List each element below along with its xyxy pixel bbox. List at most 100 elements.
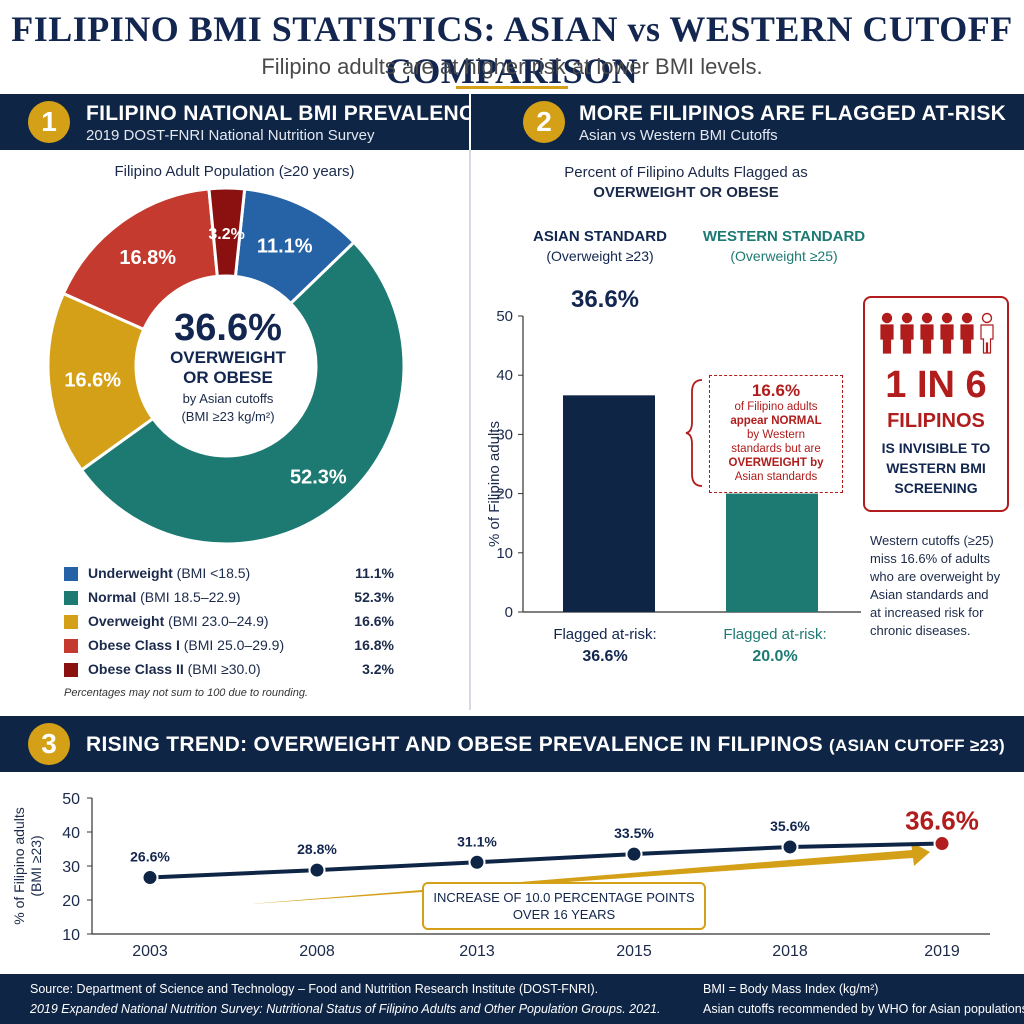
legend-name: Obese Class I [88,637,180,653]
line-x-tick-label: 2018 [772,943,808,960]
bar-y-axis-label: % of Filipino adults [486,421,503,547]
callout-filipinos: FILIPINOS [887,410,985,432]
bar-y-tick-label: 30 [496,426,513,443]
one-in-six-callout: 1 IN 6 FILIPINOS IS INVISIBLE TO WESTERN… [863,296,1009,512]
bar-y-tick-label: 20 [496,486,513,503]
side-note-5: at increased risk for [870,605,984,620]
gap-line-4: standards but are [731,443,821,455]
western-flagged-label: Flagged at-risk: [723,626,827,643]
trend-annotation-1: INCREASE OF 10.0 PERCENTAGE POINTS [433,890,695,905]
legend-item-normal: Normal (BMI 18.5–22.9) 52.3% [64,588,394,608]
donut-label: 16.6% [64,370,121,392]
asian-standard-label: ASIAN STANDARD [533,228,667,245]
legend-value: 3.2% [362,661,394,677]
legend-name: Underweight [88,565,173,581]
gap-brace [685,379,703,487]
trend-value-label: 35.6% [770,818,810,834]
footer-bar: Source: Department of Science and Techno… [0,974,1024,1024]
person-icon [880,312,894,354]
line-y-tick-label: 30 [62,859,80,876]
bar-y-tick-label: 10 [496,545,513,562]
gap-line-2: appear NORMAL [730,415,822,427]
line-y-tick-label: 50 [62,791,80,808]
footer-source-2: 2019 Expanded National Nutrition Survey:… [30,1002,661,1016]
donut-center-label-2: OR OBESE [183,368,273,387]
asian-standard-sub: (Overweight ≥23) [546,248,654,264]
trend-value-label: 36.6% [905,806,979,836]
bar-y-tick-label: 50 [496,308,513,325]
bar-y-tick-label: 0 [505,604,513,621]
callout-line-1: IS INVISIBLE TO [881,440,991,456]
line-x-tick-label: 2013 [459,943,495,960]
asian-flagged-value: 36.6% [582,648,628,665]
trend-point [933,835,951,853]
donut-label: 16.8% [119,247,176,269]
bar-chart-title-2: OVERWEIGHT OR OBESE [593,184,779,201]
legend-item-overweight: Overweight (BMI 23.0–24.9) 16.6% [64,612,394,632]
asian-standard-bar [563,395,655,612]
callout-big-text: 1 IN 6 [885,364,987,406]
legend-item-obese-class-2: Obese Class II (BMI ≥30.0) 3.2% [64,660,394,680]
trend-value-label: 26.6% [130,849,170,865]
donut-label: 52.3% [290,466,347,488]
bar-chart-title-1: Percent of Filipino Adults Flagged as [564,164,808,181]
legend-item-underweight: Underweight (BMI <18.5) 11.1% [64,564,394,584]
legend-swatch [64,591,78,605]
western-standard-sub: (Overweight ≥25) [730,248,838,264]
gap-value: 16.6% [751,381,801,400]
footer-note-2: Asian cutoffs recommended by WHO for Asi… [703,1002,1024,1016]
trend-annotation: INCREASE OF 10.0 PERCENTAGE POINTS OVER … [422,882,706,930]
section-3-title-main: RISING TREND: OVERWEIGHT AND OBESE PREVA… [86,733,823,756]
legend-range: (BMI 18.5–22.9) [140,589,241,605]
line-y-tick-label: 20 [62,893,80,910]
section-1-subtitle: 2019 DOST-FNRI National Nutrition Survey [86,127,375,144]
side-note-4: Asian standards and [870,587,989,602]
section-2-subtitle: Asian vs Western BMI Cutoffs [579,127,778,144]
section-divider [469,150,471,710]
legend-range: (BMI 23.0–24.9) [168,613,269,629]
side-note-2: miss 16.6% of adults [870,551,990,566]
section-3-badge: 3 [28,723,70,765]
legend-swatch [64,615,78,629]
person-icon [980,312,994,354]
western-standard-label: WESTERN STANDARD [702,228,866,245]
page-title: FILIPINO BMI STATISTICS: ASIAN vs WESTER… [11,9,1013,91]
line-x-tick-label: 2003 [132,943,168,960]
gap-line-1: of Filipino adults [734,401,818,413]
trend-point [625,845,643,863]
section-2-badge: 2 [523,101,565,143]
legend-name: Obese Class II [88,661,184,677]
legend-value: 16.6% [354,613,394,629]
bar-chart: 0 10 20 30 40 50 % of Filipino adults [486,308,861,621]
section-3-title: RISING TREND: OVERWEIGHT AND OBESE PREVA… [86,733,1005,757]
legend-item-obese-class-1: Obese Class I (BMI 25.0–29.9) 16.8% [64,636,394,656]
side-note-3: who are overweight by [870,569,1001,584]
donut-label: 3.2% [208,226,244,243]
asian-flagged-label: Flagged at-risk: [553,626,657,643]
line-y-axis-label: % of Filipino adults(BMI ≥23) [11,807,44,925]
callout-line-2: WESTERN BMI [886,460,986,476]
people-icons [880,312,994,354]
legend-value: 52.3% [354,589,394,605]
trend-point [781,838,799,856]
section-3-header: 3 RISING TREND: OVERWEIGHT AND OBESE PRE… [0,716,1024,772]
side-note-6: chronic diseases. [870,623,971,638]
title-underline [456,86,568,89]
trend-annotation-2: OVER 16 YEARS [512,907,616,922]
donut-chart-title: Filipino Adult Population (≥20 years) [114,163,355,180]
trend-value-label: 28.8% [297,841,337,857]
legend-swatch [64,663,78,677]
western-flagged-value: 20.0% [752,648,798,665]
donut-center-note-1: by Asian cutoffs [182,391,274,406]
legend-name: Normal [88,589,137,605]
side-note-1: Western cutoffs (≥25) [870,533,994,548]
legend-range: (BMI ≥30.0) [187,661,261,677]
trend-value-label: 33.5% [614,825,654,841]
trend-value-label: 31.1% [457,833,497,849]
donut-footnote: Percentages may not sum to 100 due to ro… [64,687,308,699]
gap-callout: 16.6% of Filipino adults appear NORMAL b… [709,375,843,493]
donut-slice-overweight [46,291,156,473]
section-1-header: 1 FILIPINO NATIONAL BMI PREVALENCE 2019 … [0,94,488,150]
section-1-badge: 1 [28,101,70,143]
footer-source-1: Source: Department of Science and Techno… [30,982,599,996]
